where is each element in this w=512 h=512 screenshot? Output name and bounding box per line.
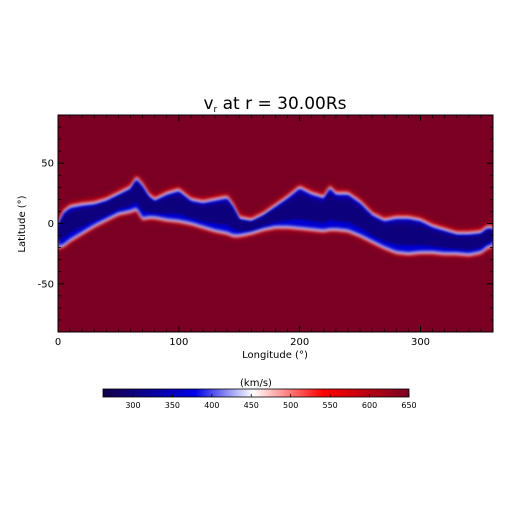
colorbar-tick-label: 650: [401, 401, 416, 410]
colorbar-tick-label: 400: [204, 401, 219, 410]
x-axis-label: Longitude (°): [242, 350, 308, 361]
y-axis-ticks: 50 0 -50: [38, 126, 493, 321]
chart-title-subscript: r: [214, 105, 218, 115]
colorbar-tick-label: 300: [125, 401, 140, 410]
x-tick-label: 0: [55, 337, 61, 348]
chart-title-suffix: at r = 30.00Rs: [217, 94, 346, 114]
colorbar-tick-label: 600: [362, 401, 377, 410]
colorbar-tick-label: 350: [165, 401, 180, 410]
colorbar-ticks: 300 350 400 450 500 550 600 650: [125, 394, 417, 410]
slow-wind-band-core: [58, 183, 493, 250]
colorbar: [102, 388, 410, 398]
y-tick-label: -50: [38, 279, 54, 290]
colorbar-tick-label: 550: [322, 401, 337, 410]
y-tick-label: 0: [48, 219, 54, 230]
x-tick-label: 200: [290, 337, 309, 348]
x-axis-ticks: 0 100 200 300: [55, 115, 430, 348]
y-tick-label: 50: [41, 159, 54, 170]
colorbar-tick-label: 450: [244, 401, 259, 410]
chart-title: vr at r = 30.00Rs: [203, 94, 346, 115]
heatmap-field: [58, 115, 493, 332]
y-axis-label: Latitude (°): [17, 195, 28, 252]
x-tick-label: 300: [411, 337, 430, 348]
x-axis-minor-ticks: [69, 115, 482, 332]
x-tick-label: 100: [169, 337, 188, 348]
colorbar-tick-label: 500: [283, 401, 298, 410]
colorbar-label: (km/s): [240, 378, 272, 389]
